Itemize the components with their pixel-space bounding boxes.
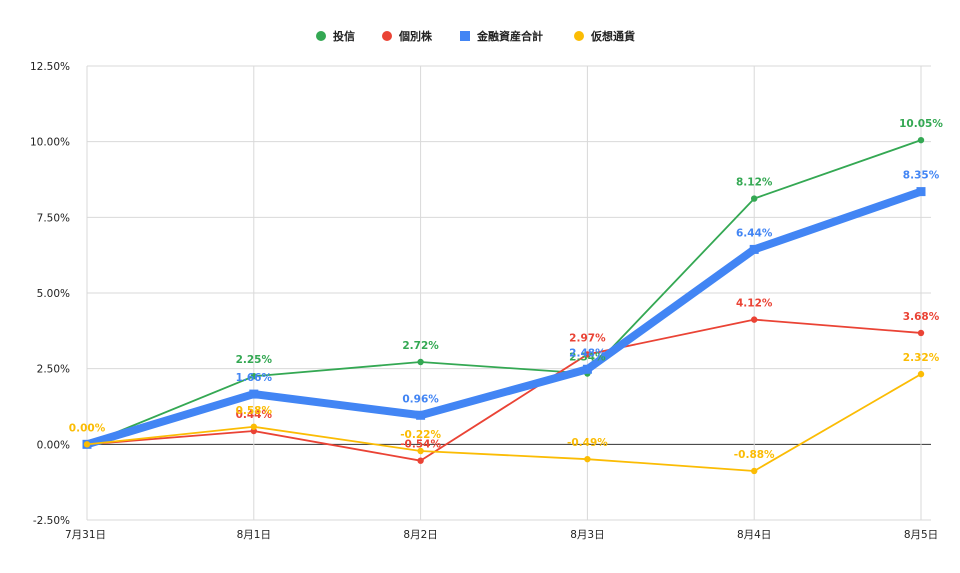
data-label: 0.58%	[236, 405, 273, 417]
data-label: 3.68%	[903, 311, 940, 323]
series-line-3	[86, 373, 922, 472]
data-label: 0.96%	[402, 393, 439, 405]
data-point	[751, 467, 758, 475]
data-point	[584, 351, 591, 358]
data-label: -0.22%	[400, 429, 441, 441]
data-point	[916, 187, 926, 197]
legend-label: 個別株	[398, 29, 433, 43]
data-label: 1.66%	[236, 372, 273, 384]
legend-marker	[316, 31, 326, 41]
data-point	[250, 373, 257, 380]
legend-marker	[460, 31, 470, 41]
legend-label: 投信	[333, 29, 355, 43]
data-label: 2.32%	[903, 352, 940, 364]
legend-item: 投信	[316, 29, 355, 43]
y-tick-label: 2.50%	[37, 364, 70, 376]
y-tick-label: 0.00%	[37, 439, 70, 451]
data-point	[83, 441, 91, 448]
y-tick-label: 7.50%	[37, 212, 70, 224]
x-tick-label: 8月5日	[904, 529, 938, 541]
x-tick-label: 7月31日	[65, 529, 106, 541]
series-line-1	[86, 318, 922, 462]
data-labels: 2.25% 2.72% 2.34% 8.12% 10.05% 0.44% -0.54% 2.9…	[69, 118, 944, 461]
y-tick-label: 12.50%	[30, 61, 70, 73]
data-point	[584, 455, 591, 463]
data-label: 10.05%	[899, 118, 943, 130]
data-label: 8.35%	[903, 170, 940, 182]
x-axis: 7月31日 8月1日 8月2日 8月3日 8月4日 8月5日	[65, 529, 938, 541]
data-point	[917, 370, 925, 378]
series-line-2	[83, 187, 925, 449]
data-label: -0.54%	[400, 439, 441, 451]
legend-label: 金融資産合計	[476, 29, 543, 43]
data-point	[749, 244, 759, 254]
data-label: 0.44%	[236, 409, 273, 421]
y-tick-label: -2.50%	[33, 515, 70, 527]
x-tick-label: 8月2日	[403, 529, 437, 541]
data-point	[249, 389, 259, 399]
x-tick-label: 8月4日	[737, 529, 771, 541]
data-label: -0.49%	[567, 437, 608, 449]
y-tick-label: 10.00%	[30, 137, 70, 149]
data-label: 2.48%	[569, 347, 606, 359]
data-label: 2.34%	[569, 352, 606, 364]
data-label: 6.44%	[736, 227, 773, 239]
data-point	[250, 423, 257, 430]
data-point	[416, 410, 426, 420]
data-point	[751, 195, 758, 202]
data-label: -0.88%	[734, 449, 775, 461]
x-tick-label: 8月1日	[237, 529, 271, 541]
grid	[86, 65, 931, 521]
data-point	[917, 329, 925, 337]
y-axis: -2.50% 0.00% 2.50% 5.00% 7.50% 10.00% 12.50%	[30, 61, 70, 527]
x-tick-label: 8月3日	[570, 529, 604, 541]
data-point	[582, 364, 592, 374]
data-point	[917, 136, 925, 144]
data-point	[417, 358, 424, 366]
series-line-0	[86, 139, 922, 446]
legend-item: 個別株	[382, 29, 433, 43]
data-label: 4.12%	[736, 298, 773, 310]
y-tick-label: 5.00%	[37, 288, 70, 300]
legend-marker	[574, 31, 584, 41]
data-label: 0.00%	[69, 422, 106, 434]
data-label: 2.97%	[569, 332, 606, 344]
legend-label: 仮想通貨	[590, 29, 635, 43]
data-label: 2.25%	[236, 354, 273, 366]
legend-item: 仮想通貨	[574, 29, 635, 43]
data-label: 2.72%	[402, 340, 439, 352]
legend-marker	[382, 31, 392, 41]
legend-item: 金融資産合計	[460, 29, 543, 43]
series-layer	[82, 136, 926, 475]
data-point	[417, 457, 424, 464]
data-point	[417, 447, 424, 455]
legend: 投信 個別株 金融資産合計 仮想通貨	[316, 29, 635, 43]
data-point	[751, 316, 758, 323]
data-label: 8.12%	[736, 177, 773, 189]
